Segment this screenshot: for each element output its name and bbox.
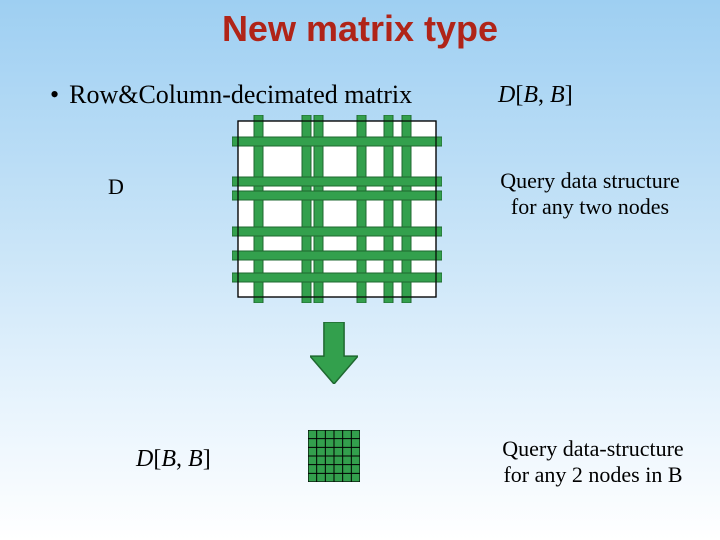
caption-line: for any two nodes (511, 194, 669, 219)
down-arrow-icon (310, 322, 358, 384)
compact-matrix-diagram (308, 430, 360, 482)
caption-line: for any 2 nodes in B (503, 462, 682, 487)
expression-DBB-bottom: D[B, B] (136, 446, 211, 473)
caption-query-nodes-in-B: Query data-structure for any 2 nodes in … (478, 436, 708, 489)
caption-query-any-two: Query data structure for any two nodes (480, 168, 700, 221)
bullet-dot: • (50, 80, 59, 110)
slide-title: New matrix type (0, 8, 720, 50)
expr-rbracket: ] (203, 446, 211, 472)
expr-B2: B (188, 446, 203, 472)
expr-B1: B (523, 82, 538, 108)
expr-comma: , (538, 82, 550, 108)
expr-D: D (136, 446, 153, 472)
bullet-text: Row&Column-decimated matrix (69, 80, 412, 109)
caption-line: Query data structure (500, 168, 680, 193)
label-D: D (108, 174, 124, 200)
decimated-matrix-diagram (232, 115, 442, 303)
caption-line: Query data-structure (502, 436, 683, 461)
expr-comma: , (176, 446, 188, 472)
expression-DBB-top: D[B, B] (498, 82, 573, 109)
bullet-line: • Row&Column-decimated matrix (50, 80, 412, 110)
expr-rbracket: ] (565, 82, 573, 108)
expr-B2: B (550, 82, 565, 108)
expr-D: D (498, 82, 515, 108)
expr-B1: B (161, 446, 176, 472)
